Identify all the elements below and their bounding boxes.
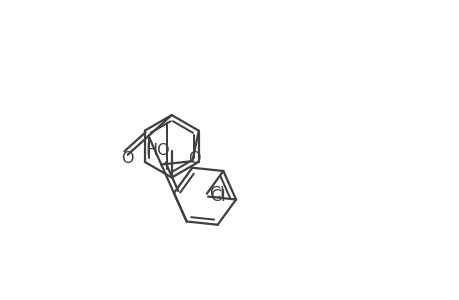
- Text: O: O: [188, 151, 201, 166]
- Text: HO: HO: [146, 143, 170, 158]
- Text: O: O: [121, 151, 134, 166]
- Text: Cl: Cl: [210, 189, 226, 204]
- Text: Cl: Cl: [209, 186, 224, 201]
